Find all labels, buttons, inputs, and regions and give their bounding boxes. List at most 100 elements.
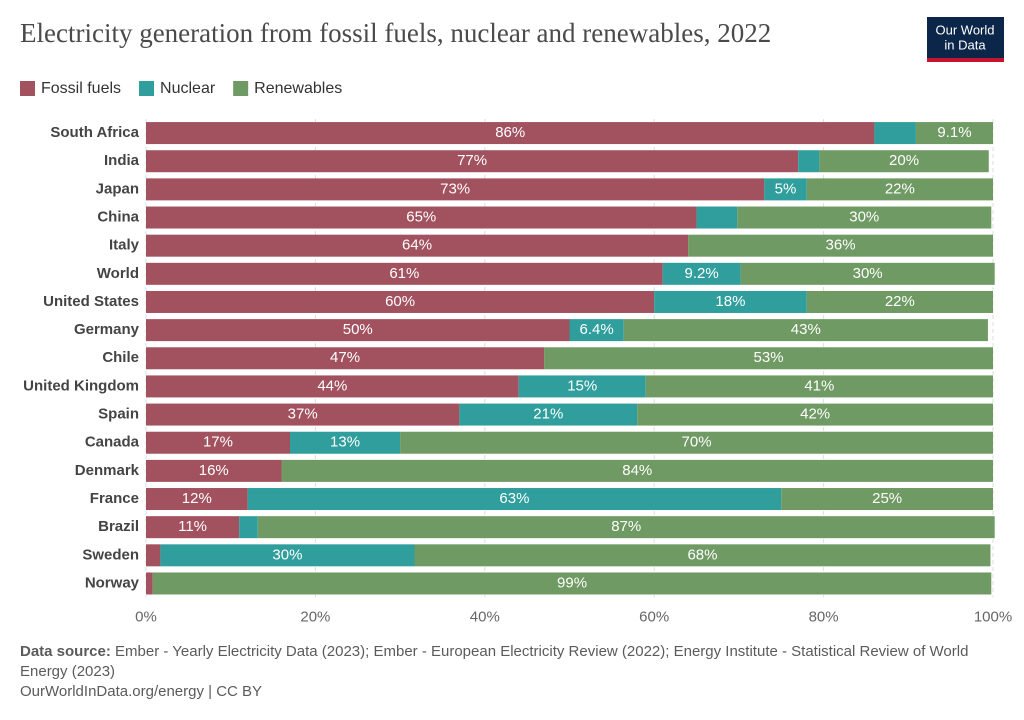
value-label: 16% bbox=[199, 462, 229, 479]
bar-segment bbox=[281, 459, 993, 482]
category-label: Chile bbox=[102, 349, 139, 366]
bar-segment bbox=[737, 206, 992, 229]
bar-segment bbox=[146, 122, 875, 145]
bar-segment bbox=[414, 544, 991, 567]
bar-segment bbox=[400, 431, 994, 454]
category-label: United Kingdom bbox=[23, 377, 139, 394]
bar-segment bbox=[160, 544, 415, 567]
category-label: Spain bbox=[98, 406, 139, 423]
legend-swatch bbox=[139, 81, 155, 96]
value-label: 15% bbox=[567, 377, 597, 394]
category-label: China bbox=[97, 208, 139, 225]
value-label: 87% bbox=[611, 518, 641, 535]
value-label: 9.1% bbox=[937, 124, 971, 141]
bar-segment bbox=[696, 206, 738, 229]
value-label: 41% bbox=[804, 377, 834, 394]
bar-segment bbox=[239, 516, 258, 539]
credit: OurWorldInData.org/energy | CC BY bbox=[20, 683, 263, 700]
bar-segment bbox=[645, 375, 993, 398]
category-label: Brazil bbox=[98, 518, 139, 535]
bar-segment bbox=[688, 234, 993, 257]
source-label: Data source: bbox=[20, 643, 111, 660]
bar-segment bbox=[146, 178, 765, 201]
logo-text: Our World bbox=[936, 22, 995, 37]
bar-segment bbox=[623, 319, 988, 342]
bar-segment bbox=[146, 234, 689, 257]
value-label: 22% bbox=[885, 180, 915, 197]
legend-label: Renewables bbox=[254, 80, 342, 97]
source-text: Ember - Yearly Electricity Data (2023); … bbox=[20, 643, 969, 680]
value-label: 21% bbox=[533, 406, 563, 423]
bar-segment bbox=[247, 488, 782, 511]
x-tick-label: 80% bbox=[809, 609, 839, 626]
bar-segment bbox=[662, 262, 741, 285]
value-label: 50% bbox=[343, 321, 373, 338]
legend-label: Nuclear bbox=[160, 80, 216, 97]
category-label: World bbox=[97, 265, 139, 282]
value-label: 9.2% bbox=[685, 265, 719, 282]
bar-segment bbox=[518, 375, 646, 398]
logo-text: in Data bbox=[944, 37, 986, 52]
bar-segment bbox=[654, 290, 807, 313]
bar-segment bbox=[764, 178, 807, 201]
bar-segment bbox=[146, 459, 282, 482]
value-label: 30% bbox=[853, 265, 883, 282]
bar-segment bbox=[146, 347, 545, 370]
bar-segment bbox=[289, 431, 401, 454]
value-label: 36% bbox=[826, 237, 856, 254]
value-label: 73% bbox=[440, 180, 470, 197]
value-label: 43% bbox=[791, 321, 821, 338]
bar-segment bbox=[146, 262, 663, 285]
bar-segment bbox=[637, 403, 993, 426]
bar-segment bbox=[819, 150, 989, 173]
value-label: 60% bbox=[385, 293, 415, 310]
value-label: 13% bbox=[330, 434, 360, 451]
value-label: 5% bbox=[775, 180, 797, 197]
bar-segment bbox=[459, 403, 638, 426]
category-label: Italy bbox=[109, 237, 140, 254]
category-label: India bbox=[104, 152, 140, 169]
category-label: Sweden bbox=[82, 546, 139, 563]
x-tick-label: 0% bbox=[135, 609, 157, 626]
bar-segment bbox=[146, 572, 153, 595]
value-label: 77% bbox=[457, 152, 487, 169]
value-label: 11% bbox=[178, 518, 207, 535]
value-label: 84% bbox=[622, 462, 652, 479]
value-label: 53% bbox=[754, 349, 784, 366]
bar-segment bbox=[146, 290, 655, 313]
bar-segment bbox=[740, 262, 995, 285]
value-label: 25% bbox=[872, 490, 902, 507]
category-label: Norway bbox=[85, 574, 140, 591]
value-label: 37% bbox=[288, 406, 318, 423]
value-label: 99% bbox=[557, 574, 587, 591]
bar-segment bbox=[152, 572, 992, 595]
legend-swatch bbox=[233, 81, 249, 96]
bar-segment bbox=[146, 431, 290, 454]
logo-box bbox=[927, 17, 1004, 60]
source-note: Data source: Ember - Yearly Electricity … bbox=[20, 642, 980, 682]
x-tick-label: 20% bbox=[300, 609, 330, 626]
category-label: United States bbox=[43, 293, 139, 310]
bar-segment bbox=[146, 319, 570, 342]
value-label: 30% bbox=[849, 208, 879, 225]
bar-segment bbox=[781, 488, 993, 511]
value-label: 86% bbox=[495, 124, 525, 141]
bar-segment bbox=[544, 347, 993, 370]
bar-segment bbox=[146, 206, 697, 229]
value-label: 44% bbox=[317, 377, 347, 394]
category-label: Denmark bbox=[75, 462, 140, 479]
category-label: Germany bbox=[74, 321, 140, 338]
value-label: 12% bbox=[182, 490, 212, 507]
bar-segment bbox=[146, 516, 240, 539]
value-label: 18% bbox=[715, 293, 745, 310]
value-label: 30% bbox=[272, 546, 302, 563]
value-label: 65% bbox=[406, 208, 436, 225]
bar-segment bbox=[146, 403, 460, 426]
x-tick-label: 40% bbox=[470, 609, 500, 626]
bar-segment bbox=[146, 544, 161, 567]
bar-segment bbox=[798, 150, 820, 173]
chart-title: Electricity generation from fossil fuels… bbox=[20, 18, 771, 48]
bar-segment bbox=[257, 516, 995, 539]
